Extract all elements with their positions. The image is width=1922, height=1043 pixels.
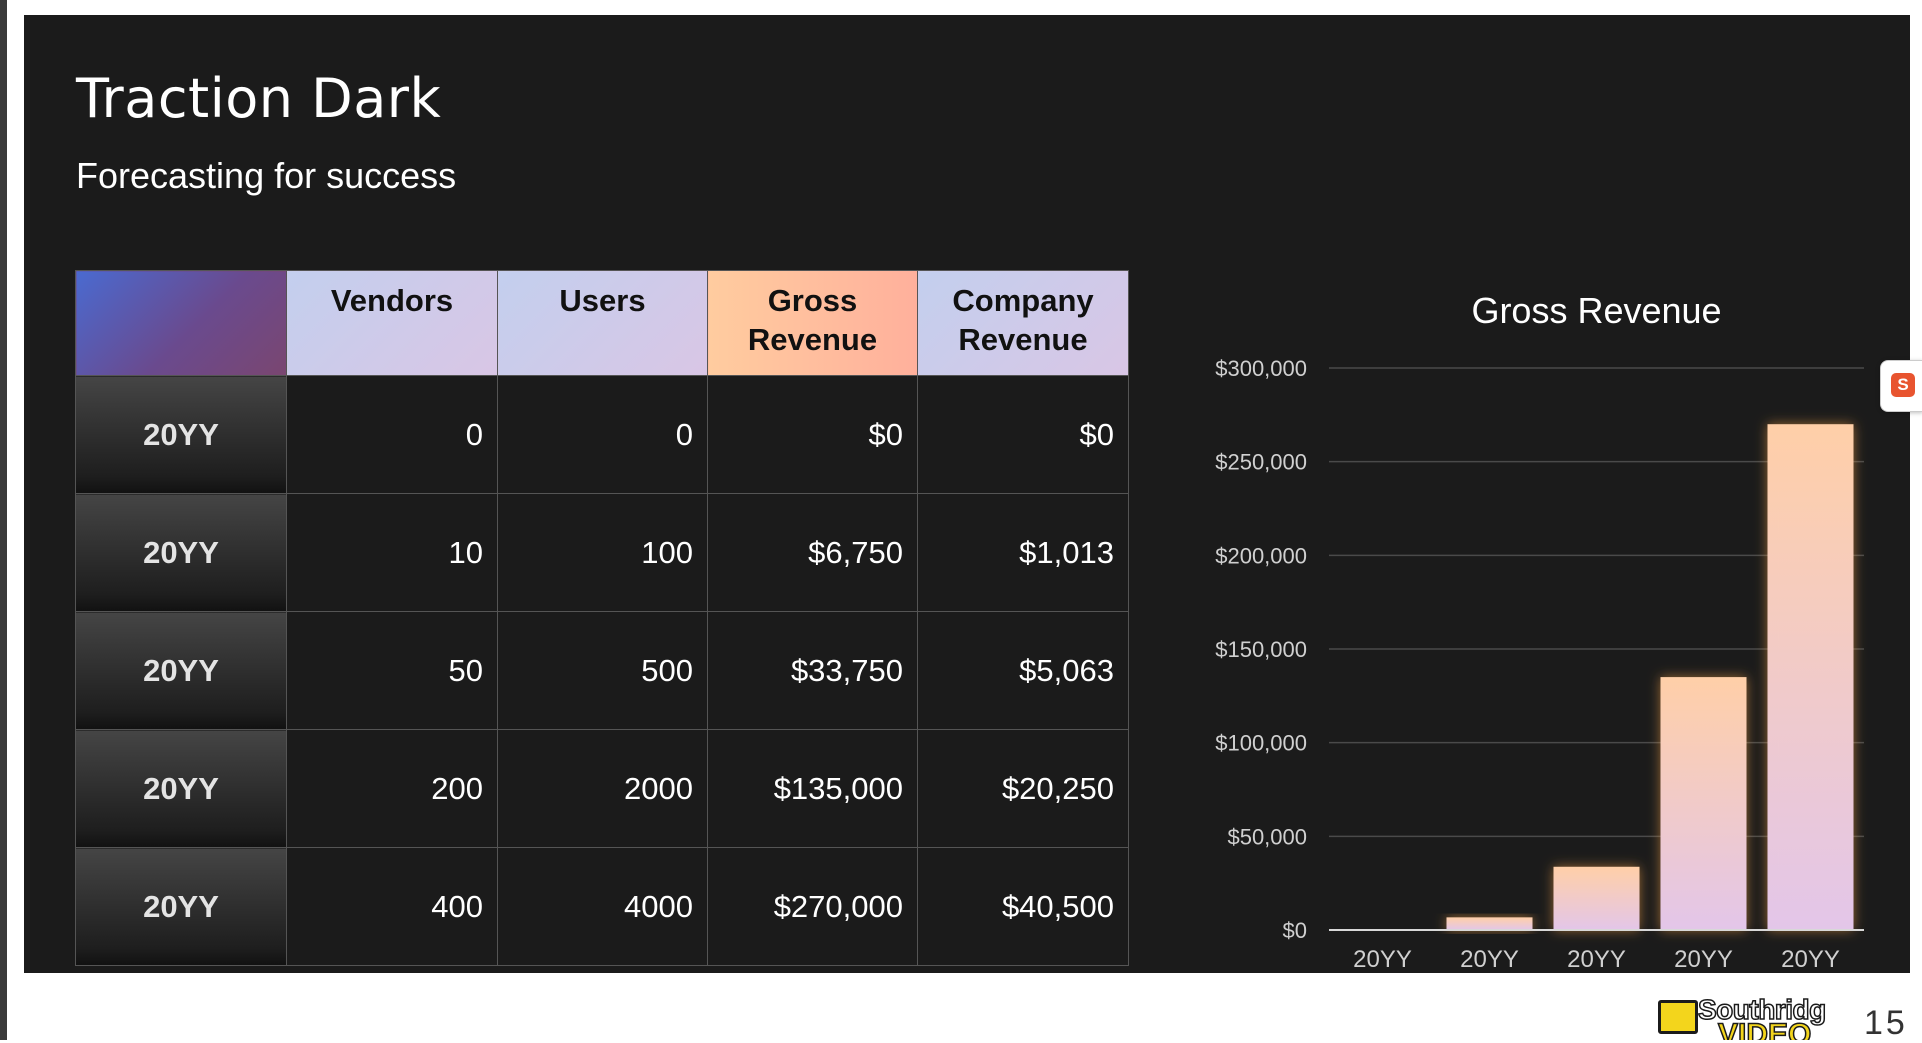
table-row: 20YY 10 100 $6,750 $1,013 [75,493,1129,612]
cell-company-revenue: $0 [917,375,1129,494]
cell-gross-revenue: $33,750 [707,611,918,730]
x-tick-label: 20YY [1353,946,1412,973]
chart-title: Gross Revenue [1471,290,1721,331]
traction-table: Vendors Users Gross Revenue Company Reve… [75,270,1129,966]
cell-vendors: 200 [286,729,498,848]
y-tick-label: $50,000 [1227,824,1307,849]
slide-subtitle: Forecasting for success [76,155,457,196]
table-row: 20YY 50 500 $33,750 $5,063 [75,611,1129,730]
header-vendors: Vendors [286,270,498,376]
cell-gross-revenue: $270,000 [707,847,918,966]
header-gross-revenue: Gross Revenue [707,270,918,376]
table-row: 20YY 0 0 $0 $0 [75,375,1129,494]
gross-revenue-chart: Gross Revenue $0 $50,000 $100,000 $150,000 $2… [1184,275,1904,985]
x-tick-label: 20YY [1460,946,1519,973]
y-tick-label: $0 [1283,918,1307,943]
x-tick-label: 20YY [1781,946,1840,973]
s-app-icon: S [1891,373,1915,397]
table-row: 20YY 400 4000 $270,000 $40,500 [75,847,1129,966]
brand-name: Southridge [1697,993,1826,1026]
table-row: 20YY 200 2000 $135,000 $20,250 [75,729,1129,848]
header-company-revenue: Company Revenue [917,270,1129,376]
cell-users: 500 [497,611,708,730]
row-year: 20YY [75,847,287,966]
cell-gross-revenue: $0 [707,375,918,494]
side-panel-tab[interactable]: S [1880,360,1922,412]
cell-company-revenue: $5,063 [917,611,1129,730]
brand-sub: VIDEO [1717,1017,1812,1040]
bar [1446,917,1533,930]
cell-vendors: 50 [286,611,498,730]
cell-users: 2000 [497,729,708,848]
row-year: 20YY [75,729,287,848]
row-year: 20YY [75,611,287,730]
chart-svg: Gross Revenue $0 $50,000 $100,000 $150,000 $2… [1215,290,1864,973]
y-tick-label: $100,000 [1215,731,1307,756]
cell-company-revenue: $20,250 [917,729,1129,848]
southridge-video-logo: Southridge VIDEO [1656,992,1826,1040]
cell-vendors: 10 [286,493,498,612]
bar [1553,866,1640,930]
cell-gross-revenue: $135,000 [707,729,918,848]
cell-vendors: 400 [286,847,498,966]
table-corner-cell [75,270,287,376]
cell-company-revenue: $1,013 [917,493,1129,612]
table-header-row: Vendors Users Gross Revenue Company Reve… [75,270,1129,376]
cell-users: 100 [497,493,708,612]
slide: Traction Dark Forecasting for success Ve… [24,15,1910,973]
bar [1767,424,1854,930]
cell-users: 0 [497,375,708,494]
cell-company-revenue: $40,500 [917,847,1129,966]
x-tick-label: 20YY [1567,946,1626,973]
cell-vendors: 0 [286,375,498,494]
page-number: 15 [1864,1004,1908,1042]
y-tick-label: $150,000 [1215,637,1307,662]
row-year: 20YY [75,375,287,494]
header-users: Users [497,270,708,376]
x-tick-label: 20YY [1674,946,1733,973]
y-tick-label: $250,000 [1215,450,1307,475]
row-year: 20YY [75,493,287,612]
bar [1660,677,1747,930]
y-tick-label: $200,000 [1215,543,1307,568]
window-left-edge [0,0,7,1040]
cell-gross-revenue: $6,750 [707,493,918,612]
clapperboard-icon [1658,1000,1698,1034]
cell-users: 4000 [497,847,708,966]
slide-title: Traction Dark [76,67,442,130]
y-tick-label: $300,000 [1215,356,1307,381]
